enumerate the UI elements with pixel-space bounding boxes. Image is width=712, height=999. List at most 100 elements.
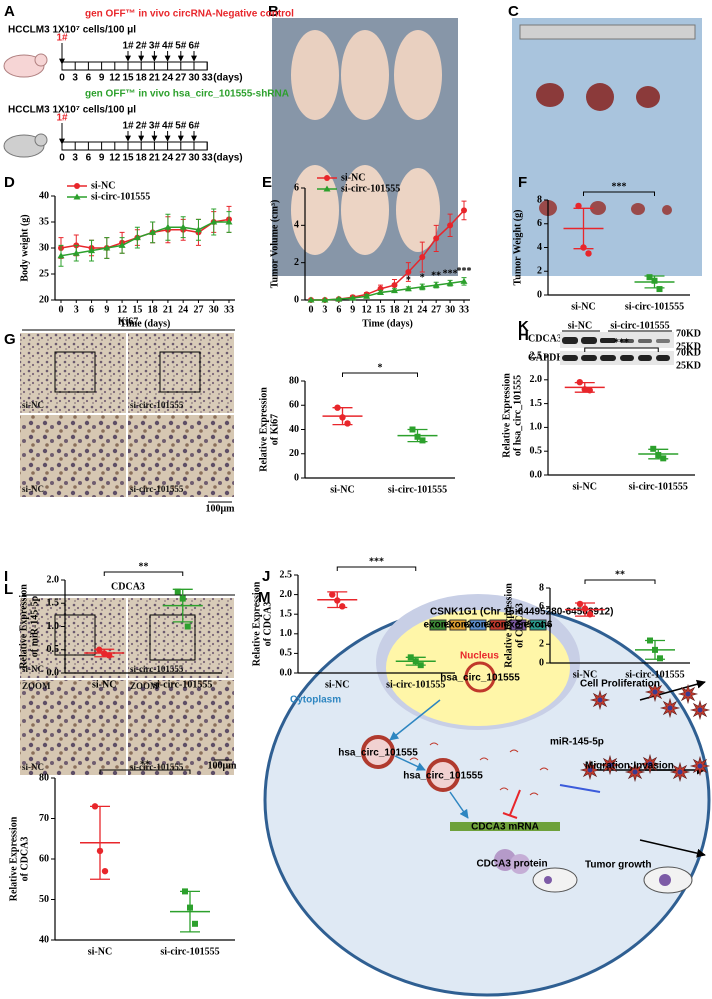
x-tick-label: si-NC xyxy=(573,669,597,680)
band xyxy=(562,337,578,344)
panel-label: L xyxy=(4,581,13,598)
panel-label: H xyxy=(518,327,529,344)
point xyxy=(339,603,346,610)
mirna-label: miR-145-5p xyxy=(550,737,604,748)
day-label: 27 xyxy=(175,153,187,164)
point xyxy=(650,445,657,452)
y-tick-label: 30 xyxy=(39,242,49,253)
band xyxy=(638,339,652,343)
point xyxy=(575,202,582,210)
point xyxy=(585,250,592,257)
arrow xyxy=(389,699,441,741)
point xyxy=(414,433,421,440)
point xyxy=(91,803,99,810)
protocol-title: gen OFF™ in vivo circRNA-Negative contro… xyxy=(85,9,294,20)
point xyxy=(96,646,103,653)
cell-nucleus xyxy=(685,691,691,697)
y-tick-label: 4 xyxy=(294,220,299,231)
point xyxy=(339,414,346,421)
point xyxy=(96,847,104,855)
point xyxy=(344,420,351,427)
point xyxy=(182,888,188,895)
point xyxy=(179,595,186,602)
y-tick-label: 20 xyxy=(39,294,49,305)
significance-bracket xyxy=(336,566,417,571)
x-tick-label: si-circ-101555 xyxy=(153,679,212,690)
x-tick-label: si-NC xyxy=(92,679,116,690)
mouse xyxy=(396,168,440,252)
band xyxy=(620,339,634,343)
exon-label: exon4 xyxy=(484,620,513,631)
legend-label: si-NC xyxy=(91,180,115,191)
image-label: si-circ-101555 xyxy=(130,484,184,494)
dose-label: 5# xyxy=(175,121,187,132)
y-axis-label: of CDCA3 xyxy=(262,602,273,647)
x-tick-label: 3 xyxy=(322,304,327,315)
y-tick-label: 40 xyxy=(39,190,49,201)
point xyxy=(460,277,468,284)
significance-bracket xyxy=(584,347,659,352)
cell-nucleus xyxy=(647,761,653,767)
blot-size: 25KD xyxy=(676,341,701,352)
point xyxy=(377,289,385,296)
point xyxy=(655,452,662,459)
legend-marker xyxy=(323,185,331,192)
micrograph xyxy=(128,333,234,413)
x-tick-label: 12 xyxy=(117,304,127,315)
x-tick-label: 33 xyxy=(459,304,469,315)
day-label: 24 xyxy=(162,73,174,84)
band xyxy=(638,355,652,361)
blot-size: 70KD xyxy=(676,328,701,339)
legend-marker xyxy=(324,175,330,181)
y-axis-label: Relative Expression xyxy=(503,583,514,668)
tumor xyxy=(536,83,564,107)
point xyxy=(407,654,414,661)
x-tick-label: 30 xyxy=(445,304,455,315)
band xyxy=(656,339,670,343)
x-axis-label: Time (days) xyxy=(120,318,171,329)
x-tick-label: 6 xyxy=(89,304,94,315)
y-tick-label: 2 xyxy=(294,257,299,268)
cell-nucleus xyxy=(697,763,703,769)
series-line xyxy=(60,221,229,257)
timeline xyxy=(61,61,208,71)
circ-label: hsa_circ_101555 xyxy=(338,748,418,759)
day-label: 21 xyxy=(149,153,161,164)
y-axis-label: Relative Expression xyxy=(8,816,19,901)
point xyxy=(586,387,593,394)
dose-label: 6# xyxy=(188,121,200,132)
circrna xyxy=(361,735,395,769)
mouse-icon xyxy=(3,134,45,158)
y-tick-label: 1.0 xyxy=(47,621,60,632)
day-label: 24 xyxy=(162,153,174,164)
y-tick-label: 1.0 xyxy=(530,422,543,433)
image-label: si-NC xyxy=(22,762,44,772)
scale-label: 100μm xyxy=(208,760,238,771)
zoom-box xyxy=(159,351,201,393)
day-label: 3 xyxy=(72,73,78,84)
x-tick-label: 33 xyxy=(224,304,234,315)
panel-l-images: CDCA3 si-NC si-circ-101555 ZOOM ZOOM si-… xyxy=(20,581,237,775)
day-label: 6 xyxy=(86,153,92,164)
zoom-box xyxy=(54,351,96,393)
y-tick-label: 6 xyxy=(537,218,542,229)
day-label: 3 xyxy=(72,153,78,164)
band xyxy=(581,355,597,361)
point xyxy=(419,437,426,444)
day-label: 12 xyxy=(109,73,121,84)
point xyxy=(329,591,336,598)
y-axis-label: Tumor Volume (cm³) xyxy=(269,200,280,289)
image-label: si-circ-101555 xyxy=(130,762,184,772)
x-tick-label: 12 xyxy=(362,304,372,315)
y-tick-label: 50 xyxy=(39,894,49,905)
point xyxy=(405,269,412,275)
band xyxy=(656,355,670,361)
y-tick-label: 80 xyxy=(289,375,299,386)
y-tick-label: 35 xyxy=(39,216,49,227)
x-tick-label: si-NC xyxy=(330,484,354,495)
y-tick-label: 2.0 xyxy=(280,589,293,600)
band xyxy=(581,337,597,344)
y-tick-label: 0 xyxy=(539,657,544,668)
